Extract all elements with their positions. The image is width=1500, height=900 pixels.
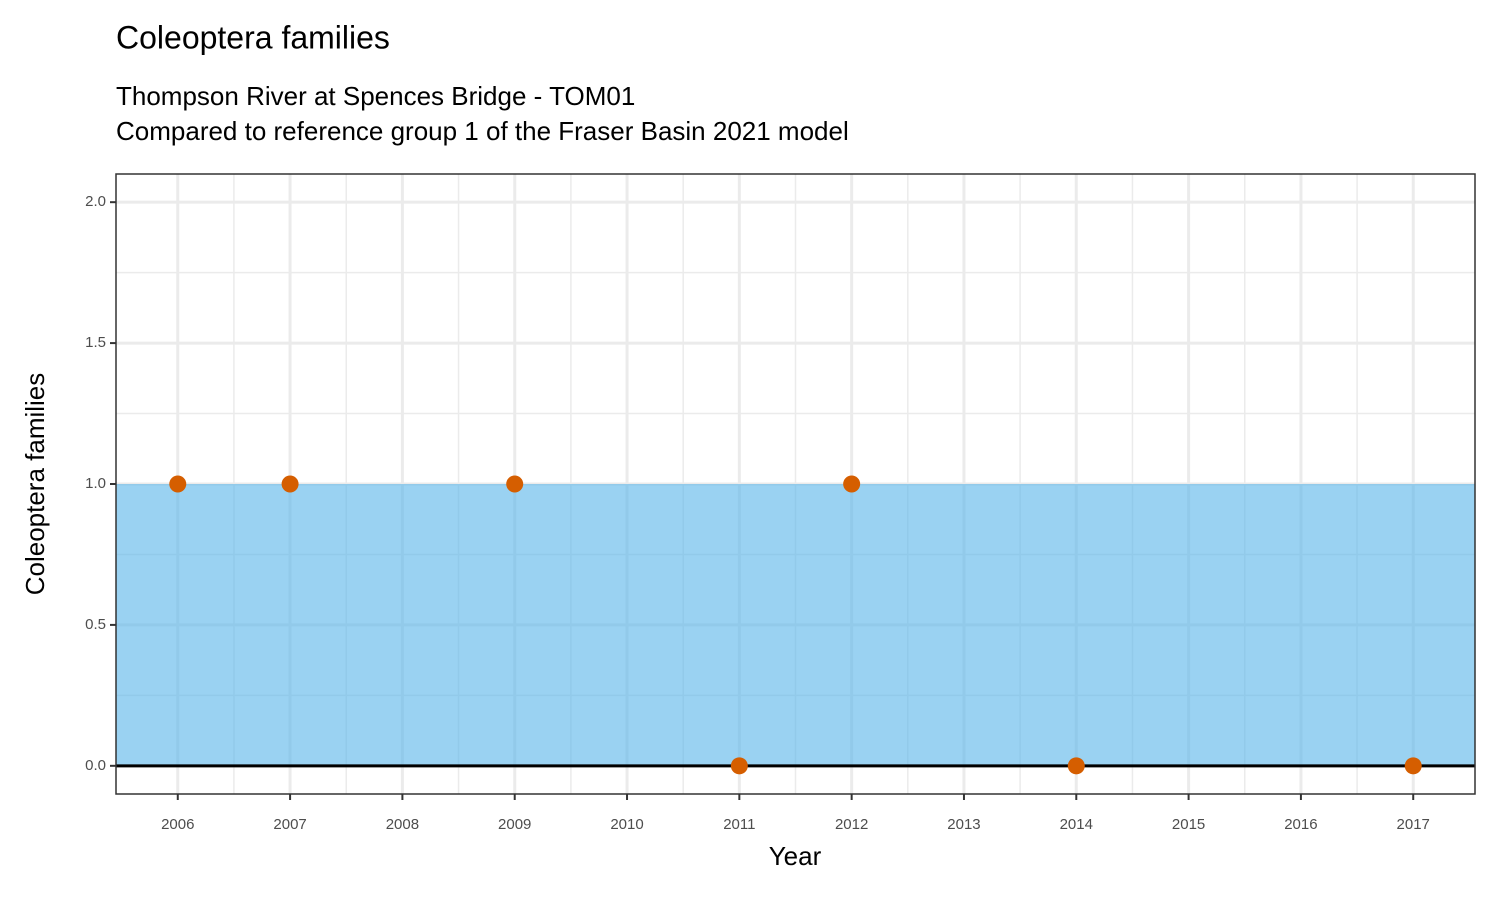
- panel-border: [115, 173, 1476, 795]
- x-tick-label: 2012: [835, 816, 868, 833]
- x-tick-label: 2014: [1060, 816, 1093, 833]
- x-tick-label: 2017: [1397, 816, 1430, 833]
- y-tick-label: 1.0: [85, 475, 106, 492]
- point: [843, 475, 861, 493]
- x-axis-title: Year: [769, 841, 822, 871]
- y-tick-label: 2.0: [85, 193, 106, 210]
- x-tick-label: 2010: [610, 816, 643, 833]
- x-tick-label: 2016: [1284, 816, 1317, 833]
- chart-subtitle: Thompson River at Spences Bridge - TOM01: [116, 81, 635, 111]
- point: [1404, 757, 1422, 775]
- point: [281, 475, 299, 493]
- point: [169, 475, 187, 493]
- x-tick-label: 2008: [386, 816, 419, 833]
- y-tick-label: 0.5: [85, 616, 106, 633]
- x-tick-label: 2011: [723, 816, 755, 833]
- x-tick-label: 2013: [947, 816, 980, 833]
- y-tick-label: 1.5: [85, 334, 106, 351]
- y-axis-title: Coleoptera families: [20, 373, 50, 596]
- point: [730, 757, 748, 775]
- point: [1067, 757, 1085, 775]
- chart-title: Coleoptera families: [116, 19, 390, 55]
- x-tick-label: 2006: [161, 816, 194, 833]
- x-tick-label: 2015: [1172, 816, 1205, 833]
- x-tick-label: 2009: [498, 816, 531, 833]
- y-tick-label: 0.0: [85, 757, 106, 774]
- chart-subtitle: Compared to reference group 1 of the Fra…: [116, 116, 849, 146]
- point: [506, 475, 524, 493]
- reference-band: [116, 484, 1475, 766]
- x-tick-label: 2007: [273, 816, 306, 833]
